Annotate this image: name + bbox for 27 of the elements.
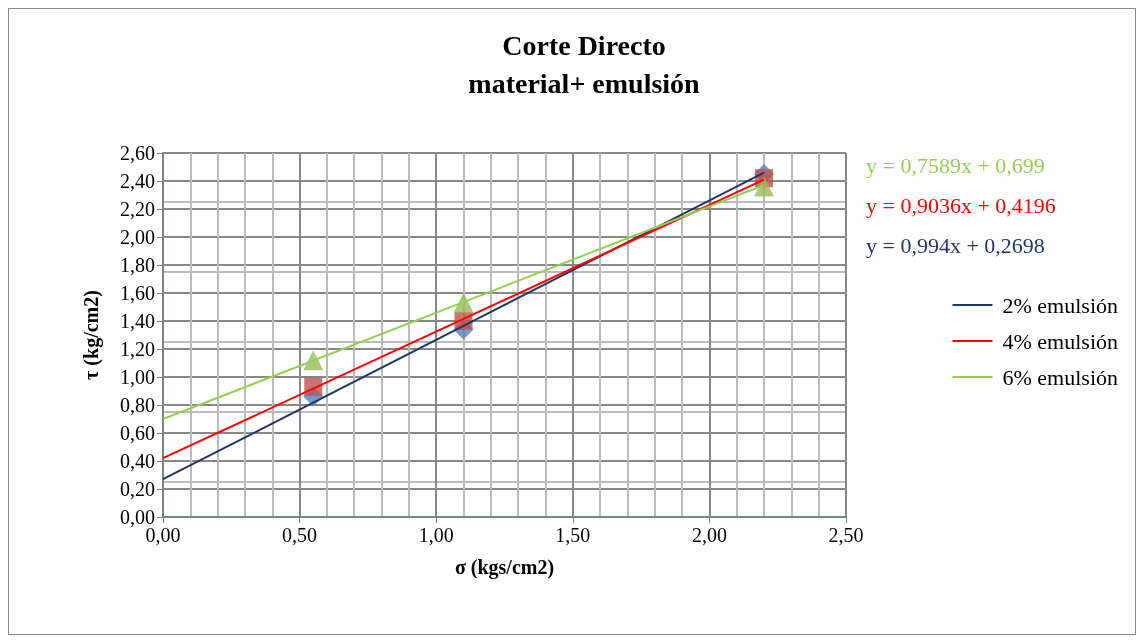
- y-tick-label: 0,20: [120, 478, 155, 500]
- y-tick-label: 1,20: [120, 338, 155, 360]
- y-tick-label: 2,60: [120, 142, 155, 164]
- y-tick-label: 0,40: [120, 450, 155, 472]
- text: y = 0,7589x + 0,699: [866, 152, 1045, 178]
- x-tick-label: 0,50: [282, 524, 318, 546]
- x-tick-label: 1,00: [418, 524, 454, 546]
- x-tick-label: 2,00: [691, 524, 727, 546]
- y-tick-label: 0,80: [120, 394, 155, 416]
- x-axis-title: σ (kgs/cm2): [454, 556, 555, 579]
- legend-label: 6% emulsión: [1002, 364, 1119, 390]
- y-tick-label: 0,60: [120, 422, 155, 444]
- y-tick-label: 2,00: [120, 226, 155, 248]
- text: y = 0,9036x + 0,4196: [866, 192, 1056, 218]
- y-tick-label: 1,00: [120, 366, 155, 388]
- y-tick-label: 2,40: [120, 170, 155, 192]
- x-tick-label: 1,50: [555, 524, 591, 546]
- y-tick-label: 1,40: [120, 310, 155, 332]
- legend-label: 4% emulsión: [1002, 328, 1119, 354]
- y-tick-label: 2,20: [120, 198, 155, 220]
- text: y = 0,994x + 0,2698: [866, 232, 1045, 258]
- x-tick-label: 2,50: [828, 524, 864, 546]
- y-axis-title: τ (kg/cm2): [80, 290, 103, 380]
- y-tick-label: 1,80: [120, 254, 155, 276]
- legend-label: 2% emulsión: [1002, 292, 1119, 318]
- chart-title: Corte Directo material+ emulsión: [468, 29, 701, 99]
- y-tick-label: 1,60: [120, 282, 155, 304]
